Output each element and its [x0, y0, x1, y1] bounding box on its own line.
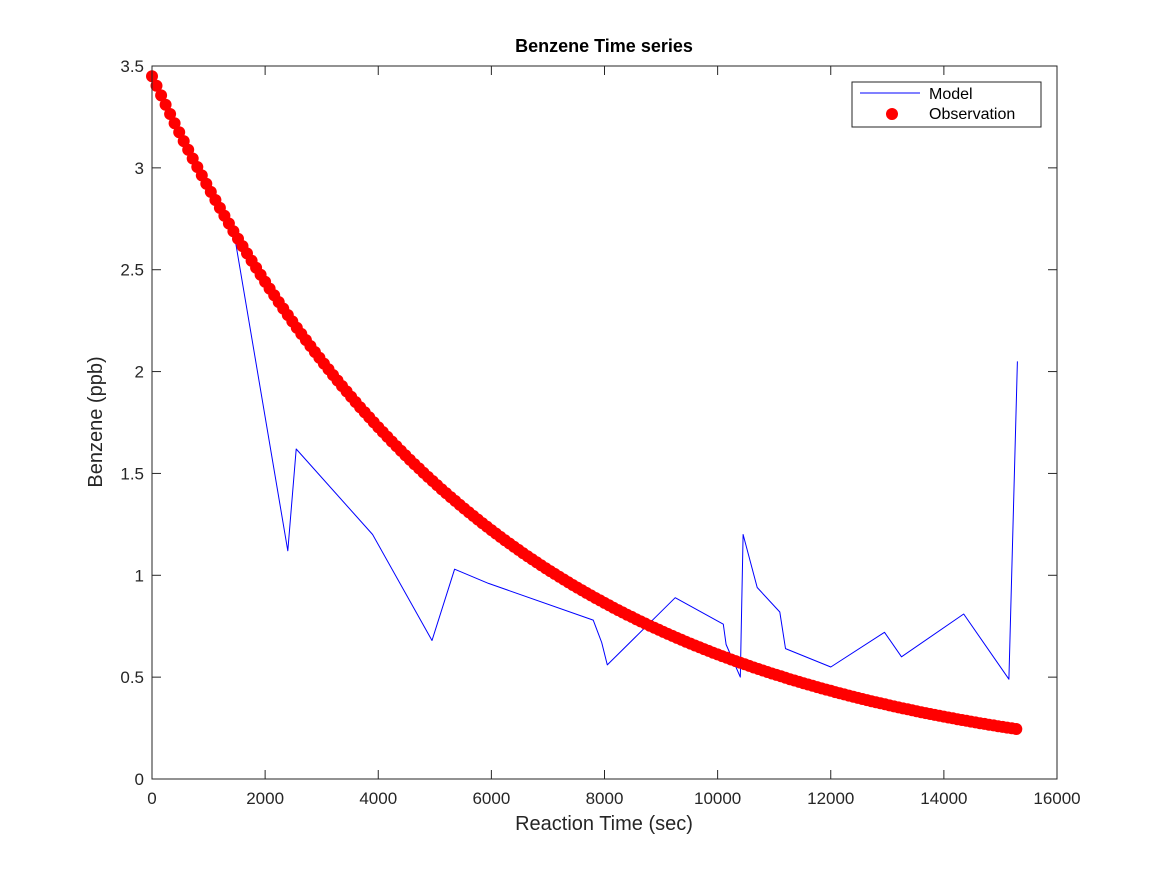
y-tick-label: 0 — [135, 770, 144, 789]
y-tick-label: 2.5 — [120, 261, 144, 280]
x-tick-label: 6000 — [472, 789, 510, 808]
observation-point — [155, 89, 168, 102]
plot-area — [152, 66, 1057, 779]
observation-point — [159, 98, 172, 111]
x-axis-label: Reaction Time (sec) — [515, 813, 693, 835]
legend-observation-label: Observation — [929, 106, 1015, 123]
observation-point — [150, 79, 163, 92]
observation-point — [1010, 723, 1023, 735]
model-series-line — [151, 75, 1018, 680]
y-tick-label: 1 — [135, 566, 144, 585]
chart-title: Benzene Time series — [515, 36, 693, 56]
legend-model-label: Model — [929, 86, 973, 103]
y-axis-label: Benzene (ppb) — [85, 356, 107, 487]
x-tick-label: 10000 — [694, 789, 741, 808]
x-tick-label: 4000 — [359, 789, 397, 808]
x-tick-label: 16000 — [1033, 789, 1080, 808]
observation-point — [173, 126, 186, 139]
observation-point — [168, 117, 181, 130]
legend-box — [851, 81, 1042, 128]
y-tick-label: 3 — [135, 159, 144, 178]
series-layer — [146, 70, 1023, 735]
y-tick-label: 3.5 — [120, 57, 144, 76]
x-tick-label: 12000 — [807, 789, 854, 808]
observation-point — [164, 108, 177, 120]
y-tick-label: 1.5 — [120, 464, 144, 483]
y-tick-label: 2 — [135, 363, 144, 382]
x-tick-label: 0 — [147, 789, 156, 808]
y-tick-label: 0.5 — [120, 668, 144, 687]
legend-observation-swatch — [886, 108, 898, 120]
x-tick-label: 2000 — [246, 789, 284, 808]
x-tick-label: 8000 — [586, 789, 624, 808]
tick-layer: 0 2000 4000 6000 8000 10000 12000 14000 16000 0 0.… — [120, 57, 1080, 808]
x-tick-label: 14000 — [920, 789, 967, 808]
legend: Model Observation — [851, 81, 1042, 128]
